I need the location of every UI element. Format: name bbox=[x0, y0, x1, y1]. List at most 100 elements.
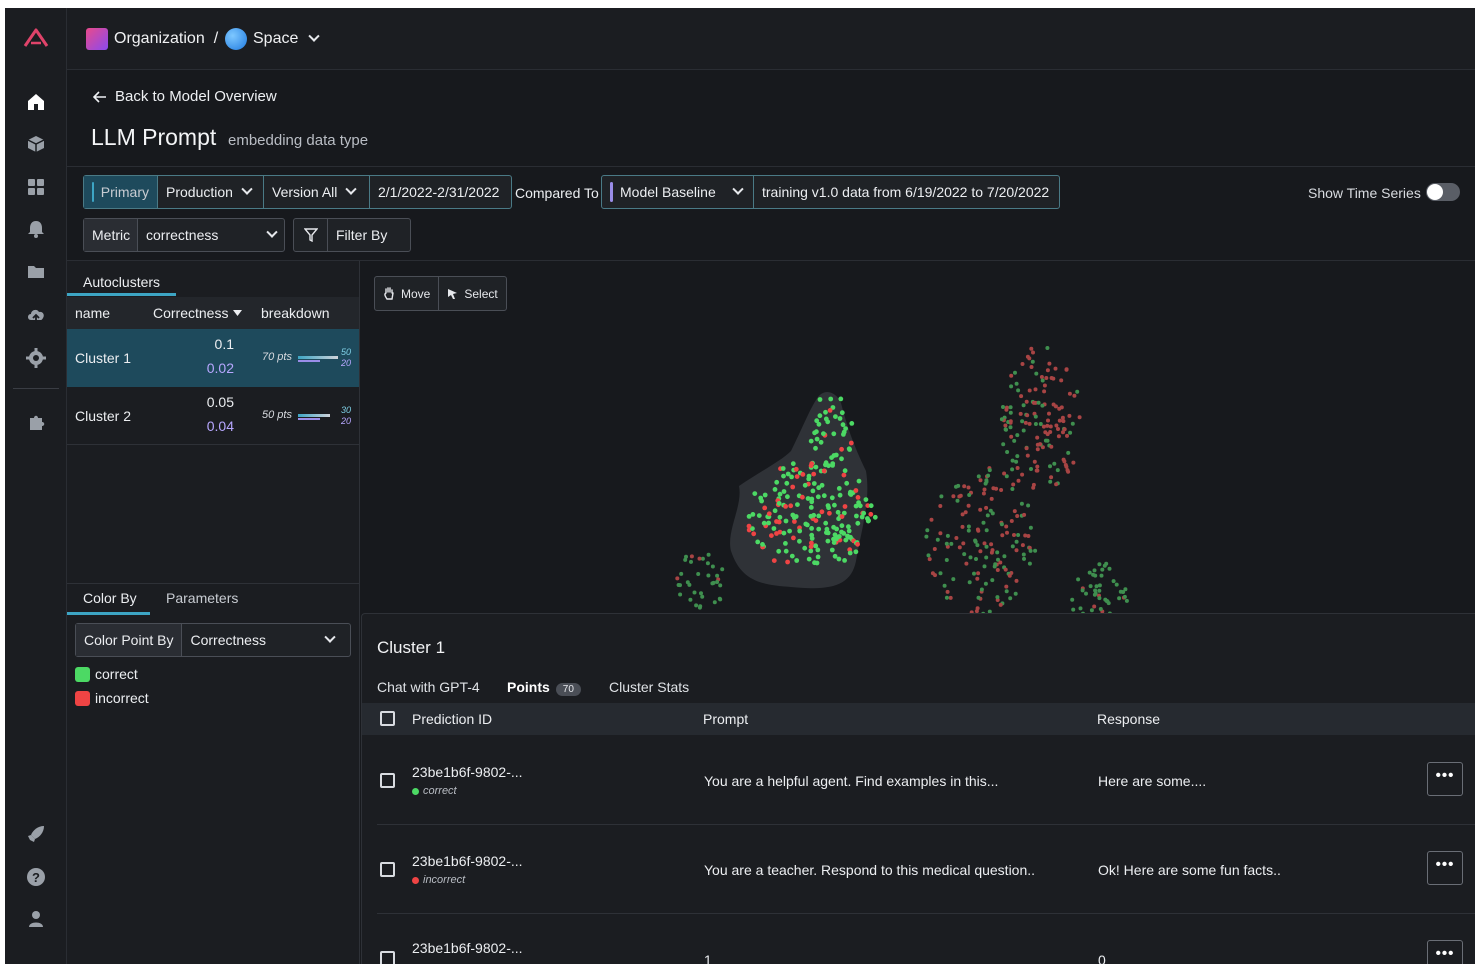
app-window: ? Organization / Space Back to Model Ove… bbox=[5, 8, 1475, 964]
scatter-point bbox=[951, 577, 956, 582]
scatter-point bbox=[809, 540, 814, 546]
scatter-point bbox=[846, 528, 852, 534]
scatter-point bbox=[802, 545, 808, 551]
scatter-point bbox=[783, 548, 789, 554]
cluster-name: Cluster 2 bbox=[75, 408, 132, 424]
scatter-point bbox=[1028, 548, 1033, 553]
scatter-point bbox=[932, 547, 937, 551]
rocket-icon[interactable] bbox=[24, 822, 48, 846]
tab-points[interactable]: Points 70 bbox=[507, 679, 581, 696]
color-point-by-selector[interactable]: Color Point By Correctness bbox=[75, 623, 351, 657]
scatter-point bbox=[978, 549, 983, 554]
back-to-model-overview-link[interactable]: Back to Model Overview bbox=[93, 88, 277, 105]
scatter-point bbox=[865, 503, 871, 508]
breadcrumb-organization[interactable]: Organization / bbox=[86, 28, 227, 50]
chevron-down-icon bbox=[241, 183, 253, 195]
scatter-point bbox=[811, 471, 817, 477]
home-icon[interactable] bbox=[24, 90, 48, 114]
primary-date-range[interactable]: 2/1/2022-2/31/2022 bbox=[378, 184, 500, 200]
scatter-point bbox=[838, 396, 844, 402]
help-question-icon[interactable]: ? bbox=[24, 865, 48, 889]
embedding-scatter-plot[interactable] bbox=[361, 261, 1475, 613]
select-all-checkbox[interactable] bbox=[380, 711, 395, 726]
cluster-row[interactable]: Cluster 2 0.05 0.04 50 pts 30 20 bbox=[67, 387, 359, 445]
scatter-point bbox=[989, 496, 994, 501]
tab-chat-gpt4[interactable]: Chat with GPT-4 bbox=[377, 679, 480, 695]
scatter-point bbox=[842, 504, 848, 509]
select-tool-button[interactable]: Select bbox=[439, 277, 505, 310]
filter-by-button[interactable]: Filter By bbox=[293, 218, 411, 252]
cluster-row[interactable]: Cluster 1 0.1 0.02 70 pts 50 20 bbox=[67, 329, 359, 387]
scatter-point bbox=[1016, 533, 1021, 537]
tab-parameters[interactable]: Parameters bbox=[166, 590, 239, 606]
settings-gear-icon[interactable] bbox=[24, 346, 48, 370]
scatter-point bbox=[1029, 467, 1033, 471]
show-time-series-toggle[interactable] bbox=[1426, 183, 1460, 201]
models-cube-icon[interactable] bbox=[24, 132, 48, 156]
environment-dropdown[interactable]: Production bbox=[158, 176, 264, 208]
scatter-point bbox=[800, 494, 805, 500]
row-more-button[interactable]: ••• bbox=[1427, 851, 1463, 885]
breadcrumb-space[interactable]: Space bbox=[225, 28, 321, 50]
tab-cluster-stats[interactable]: Cluster Stats bbox=[609, 679, 690, 695]
scatter-point bbox=[1091, 572, 1096, 577]
scatter-point bbox=[746, 523, 752, 529]
metric-dropdown[interactable]: correctness bbox=[138, 219, 284, 251]
scatter-point bbox=[1009, 373, 1014, 378]
scatter-point bbox=[1059, 378, 1064, 383]
scatter-point bbox=[1002, 471, 1007, 476]
scatter-point bbox=[1013, 591, 1018, 596]
scatter-point bbox=[1092, 568, 1097, 573]
scatter-point bbox=[1004, 407, 1009, 412]
scatter-point bbox=[840, 422, 846, 428]
table-row[interactable]: 23be1b6f-9802-... 1 0 ••• bbox=[377, 914, 1475, 964]
metric-selector[interactable]: Metric correctness bbox=[83, 218, 285, 252]
move-tool-button[interactable]: Move bbox=[375, 277, 440, 310]
version-dropdown[interactable]: Version All bbox=[264, 176, 370, 208]
table-row[interactable]: 23be1b6f-9802-... incorrect You are a te… bbox=[377, 825, 1475, 914]
table-row[interactable]: 23be1b6f-9802-... correct You are a help… bbox=[377, 736, 1475, 825]
dashboards-grid-icon[interactable] bbox=[24, 175, 48, 199]
row-checkbox[interactable] bbox=[380, 951, 395, 964]
scatter-point bbox=[1027, 388, 1032, 393]
row-more-button[interactable]: ••• bbox=[1427, 940, 1463, 964]
scatter-toolbar: Move Select bbox=[374, 276, 507, 311]
user-profile-icon[interactable] bbox=[24, 907, 48, 931]
scatter-point bbox=[687, 582, 692, 587]
baseline-accent-bar bbox=[610, 182, 613, 202]
scatter-point bbox=[842, 468, 848, 474]
arize-logo[interactable] bbox=[22, 26, 50, 50]
scatter-point bbox=[1104, 561, 1109, 566]
baseline-dropdown[interactable]: Model Baseline bbox=[602, 176, 754, 208]
legend-swatch bbox=[75, 666, 90, 682]
scatter-point bbox=[1122, 594, 1127, 599]
scatter-point bbox=[792, 519, 797, 524]
scatter-point bbox=[1035, 468, 1040, 473]
chevron-down-icon bbox=[324, 631, 336, 643]
scatter-point bbox=[855, 541, 860, 547]
folder-icon[interactable] bbox=[24, 260, 48, 284]
scatter-point bbox=[797, 528, 803, 534]
monitors-bell-icon[interactable] bbox=[24, 217, 48, 241]
row-checkbox[interactable] bbox=[380, 773, 395, 788]
color-point-by-dropdown[interactable]: Correctness bbox=[182, 624, 350, 656]
scatter-point bbox=[1003, 423, 1008, 428]
tab-color-by[interactable]: Color By bbox=[83, 590, 137, 606]
scatter-point bbox=[999, 488, 1004, 492]
tab-autoclusters[interactable]: Autoclusters bbox=[83, 274, 161, 290]
row-checkbox[interactable] bbox=[380, 862, 395, 877]
column-correctness[interactable]: Correctness bbox=[153, 305, 243, 321]
toggle-knob bbox=[1427, 184, 1443, 200]
scatter-point bbox=[774, 479, 780, 485]
upload-cloud-icon[interactable] bbox=[24, 303, 48, 327]
scatter-point bbox=[975, 527, 980, 532]
integrations-puzzle-icon[interactable] bbox=[24, 410, 48, 434]
baseline-description[interactable]: training v1.0 data from 6/19/2022 to 7/2… bbox=[762, 184, 1050, 200]
scatter-point bbox=[1041, 424, 1046, 429]
scatter-point bbox=[808, 544, 814, 550]
scatter-point bbox=[1035, 447, 1040, 452]
scatter-point bbox=[1078, 606, 1083, 611]
scatter-point bbox=[1025, 354, 1030, 359]
scatter-point bbox=[925, 528, 930, 533]
row-more-button[interactable]: ••• bbox=[1427, 762, 1463, 796]
